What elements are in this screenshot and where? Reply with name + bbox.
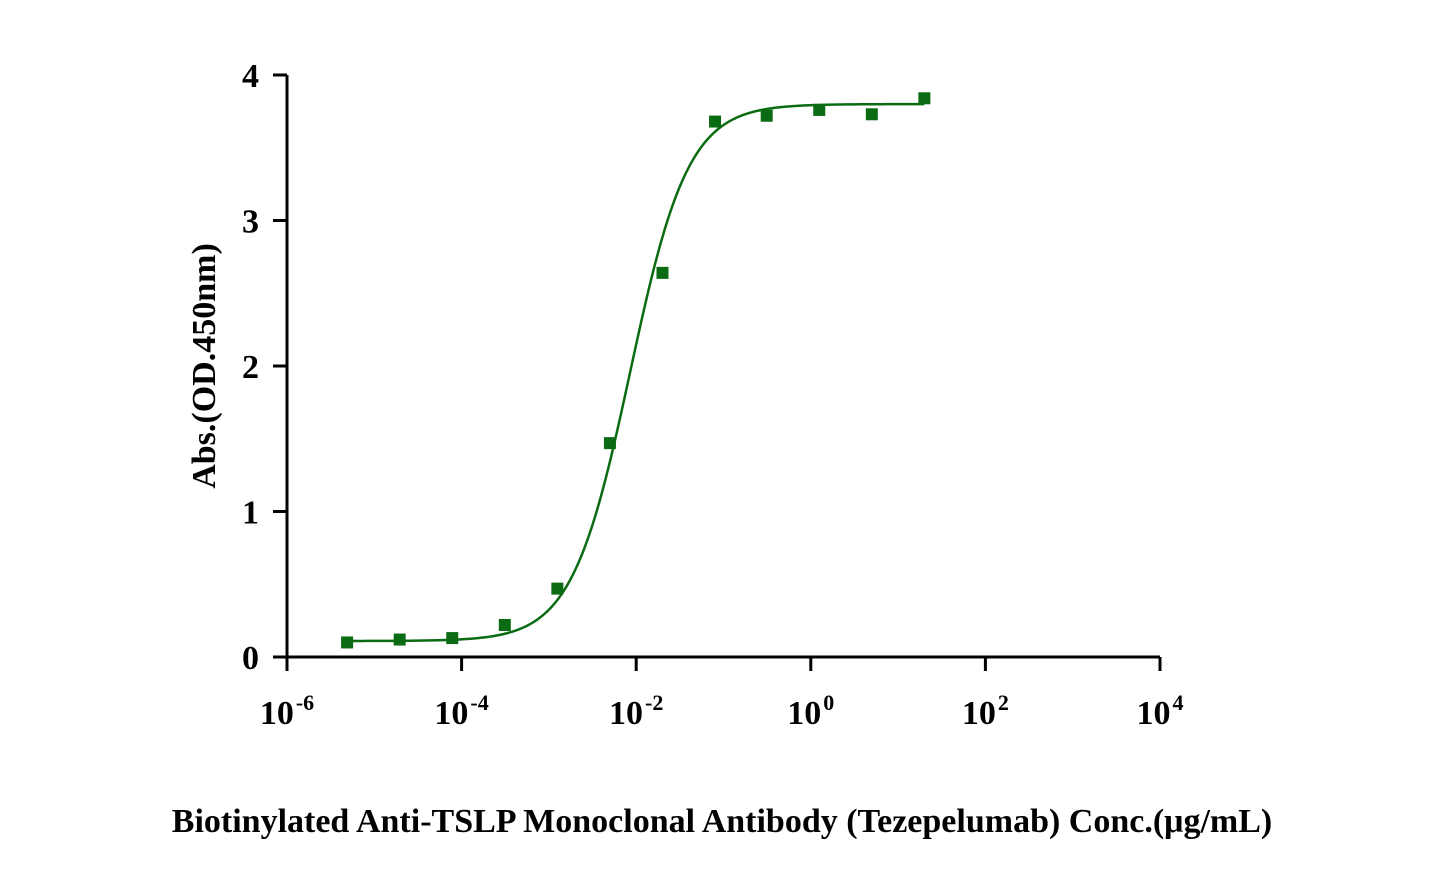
- data-point: [865, 108, 878, 121]
- data-point: [918, 92, 931, 105]
- fit-curve: [347, 102, 925, 643]
- y-ticks: 0 1 2 3 4: [242, 58, 287, 677]
- x-axis: 10-6 10-4 10-2 100 102 104: [260, 655, 1184, 732]
- data-point: [813, 103, 826, 116]
- x-tick-label: 10-6: [260, 690, 314, 732]
- data-point: [551, 582, 564, 595]
- x-ticks: 10-6 10-4 10-2 100 102 104: [260, 657, 1184, 732]
- x-tick-label: 102: [962, 690, 1009, 732]
- y-tick-label: 0: [242, 640, 259, 677]
- data-point: [446, 632, 459, 645]
- data-points: [341, 92, 931, 649]
- data-point: [709, 115, 722, 128]
- y-axis-title: Abs.(OD.450nm): [186, 243, 223, 489]
- x-tick-label: 10-4: [434, 690, 488, 732]
- y-tick-label: 4: [242, 58, 259, 95]
- data-point: [603, 437, 616, 450]
- x-tick-label: 10-2: [609, 690, 663, 732]
- y-tick-label: 3: [242, 204, 259, 241]
- data-point: [341, 636, 354, 649]
- x-tick-label: 104: [1137, 690, 1184, 732]
- data-point: [393, 633, 406, 646]
- y-tick-label: 1: [242, 495, 259, 532]
- x-axis-title: Biotinylated Anti-TSLP Monoclonal Antibo…: [172, 803, 1272, 840]
- data-point: [498, 618, 511, 631]
- data-point: [760, 109, 773, 122]
- data-point: [656, 266, 669, 279]
- x-tick-label: 100: [787, 690, 834, 732]
- y-axis: 0 1 2 3 4: [242, 58, 289, 677]
- y-tick-label: 2: [242, 349, 259, 386]
